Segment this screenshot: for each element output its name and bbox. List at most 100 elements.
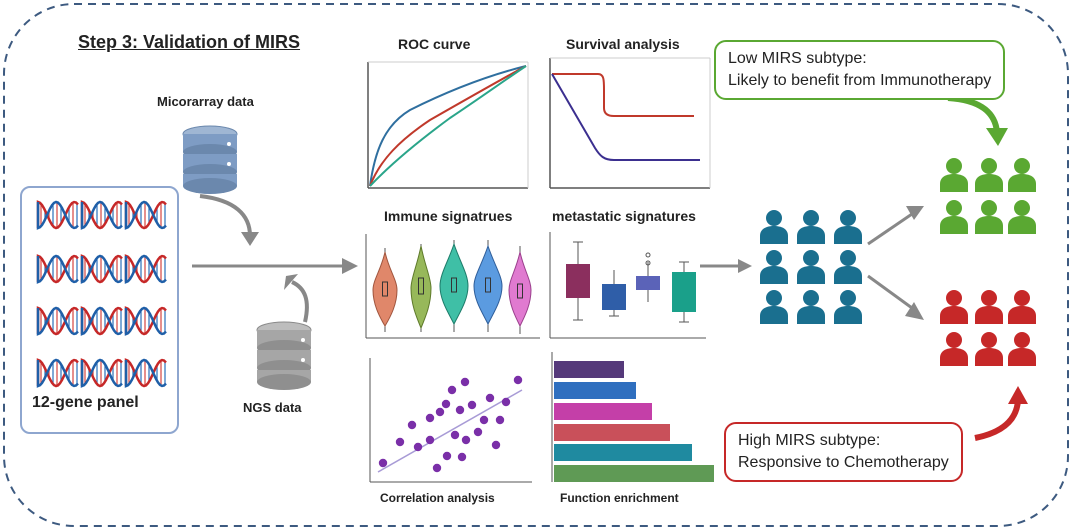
- page-title: Step 3: Validation of MIRS: [78, 32, 301, 52]
- dna-icon: [80, 306, 123, 336]
- roc-line-3: [369, 65, 527, 187]
- person-icon: [975, 200, 1003, 234]
- enrichment-bar-2: [554, 382, 636, 399]
- scatter-point: [435, 407, 445, 417]
- survival-plot: [549, 57, 711, 189]
- scatter-point: [473, 427, 483, 437]
- enrichment-bar-4: [554, 424, 670, 441]
- metastatic-box-2: [602, 270, 626, 317]
- high-mirs-description: Responsive to Chemotherapy: [738, 454, 949, 471]
- green-curved-arrow: [947, 95, 1008, 146]
- scatter-point: [501, 397, 511, 407]
- person-icon: [797, 290, 825, 324]
- person-icon: [834, 250, 862, 284]
- dna-icon: [80, 358, 123, 388]
- function-title: Function enrichment: [560, 491, 679, 505]
- red-curved-arrow: [974, 386, 1028, 441]
- function-enrichment-bars: [551, 352, 714, 482]
- high-mirs-title: High MIRS subtype:: [738, 432, 881, 449]
- gene-panel-label: 12-gene panel: [32, 394, 139, 411]
- ngs-label: NGS data: [243, 400, 302, 415]
- scatter-point: [460, 377, 470, 387]
- gene-panel-box: 12-gene panel: [20, 186, 179, 434]
- person-icon: [940, 290, 968, 324]
- scatter-point: [413, 442, 423, 452]
- dna-icon: [36, 358, 79, 388]
- patient-group-high-mirs: [940, 290, 1036, 366]
- scatter-point: [442, 451, 452, 461]
- scatter-point: [479, 415, 489, 425]
- person-icon: [940, 200, 968, 234]
- scatter-point: [407, 420, 417, 430]
- split-arrow-down: [867, 274, 924, 320]
- roc-line-2: [369, 65, 527, 187]
- roc-curve-plot: [367, 61, 529, 189]
- dna-icon: [36, 306, 79, 336]
- scatter-point: [432, 463, 442, 473]
- curved-arrow-microarray: [199, 194, 259, 246]
- violin-3: [439, 240, 469, 332]
- scatter-point: [513, 375, 523, 385]
- flow-arrow-to-patients: [700, 259, 752, 273]
- enrichment-bar-5: [554, 444, 692, 461]
- database-icon-microarray: [182, 125, 238, 194]
- scatter-point: [441, 399, 451, 409]
- low-mirs-title: Low MIRS subtype:: [728, 50, 867, 67]
- scatter-point: [495, 415, 505, 425]
- person-icon: [975, 332, 1003, 366]
- violin-2: [410, 244, 432, 332]
- person-icon: [834, 290, 862, 324]
- metastatic-title: metastatic signatures: [552, 208, 696, 224]
- person-icon: [760, 210, 788, 244]
- survival-line-high: [551, 73, 700, 161]
- scatter-point: [461, 435, 471, 445]
- person-icon: [760, 290, 788, 324]
- dna-icon: [124, 358, 167, 388]
- dna-icon: [36, 254, 79, 284]
- metastatic-box-3: [636, 252, 660, 302]
- database-icon-ngs: [256, 321, 312, 390]
- low-mirs-description: Likely to benefit from Immunotherapy: [728, 72, 992, 89]
- scatter-point: [467, 400, 477, 410]
- correlation-scatter: [369, 358, 532, 483]
- person-icon: [975, 290, 1003, 324]
- scatter-point: [378, 458, 388, 468]
- person-icon: [1008, 332, 1036, 366]
- survival-line-low: [552, 73, 694, 117]
- violin-4: [473, 240, 503, 332]
- outer-dashed-frame: [3, 3, 1069, 527]
- immune-violin-plot: [365, 234, 540, 339]
- scatter-point: [425, 435, 435, 445]
- scatter-point: [425, 413, 435, 423]
- patient-group-low-mirs: [940, 158, 1036, 234]
- correlation-title: Correlation analysis: [380, 491, 495, 505]
- low-mirs-callout: Low MIRS subtype: Likely to benefit from…: [714, 40, 1006, 100]
- split-arrow-up: [867, 206, 924, 246]
- roc-line-1: [369, 65, 527, 187]
- person-icon: [975, 158, 1003, 192]
- dna-icon: [124, 200, 167, 230]
- flow-arrow-main: [192, 258, 358, 274]
- scatter-point: [457, 452, 467, 462]
- scatter-point: [395, 437, 405, 447]
- roc-title: ROC curve: [398, 36, 471, 52]
- scatter-point: [485, 393, 495, 403]
- dna-icon: [124, 306, 167, 336]
- person-icon: [1008, 200, 1036, 234]
- dna-icon: [80, 200, 123, 230]
- person-icon: [1008, 158, 1036, 192]
- dna-grid: [36, 200, 167, 388]
- scatter-point: [447, 385, 457, 395]
- person-icon: [940, 332, 968, 366]
- dna-icon: [80, 254, 123, 284]
- person-icon: [940, 158, 968, 192]
- enrichment-bar-1: [554, 361, 624, 378]
- violin-1: [372, 248, 398, 332]
- enrichment-bar-6: [554, 465, 714, 482]
- metastatic-box-1: [566, 241, 590, 321]
- violin-5: [508, 246, 532, 334]
- curved-arrow-ngs: [284, 274, 309, 323]
- high-mirs-callout: High MIRS subtype: Responsive to Chemoth…: [724, 422, 963, 482]
- metastatic-boxplot: [549, 232, 706, 339]
